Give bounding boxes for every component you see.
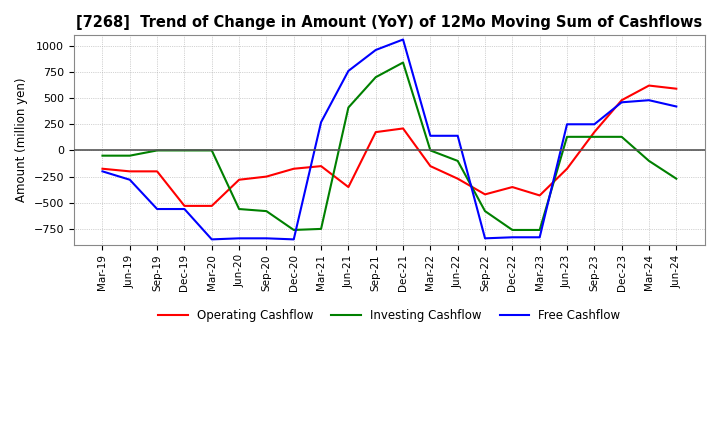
Free Cashflow: [180, 206, 189, 212]
Operating Cashflow: [125, 169, 134, 174]
Operating Cashflow: [207, 203, 216, 209]
Investing Cashflow: [399, 60, 408, 65]
Free Cashflow: [262, 236, 271, 241]
Operating Cashflow: [563, 166, 572, 172]
Operating Cashflow: [98, 166, 107, 172]
Investing Cashflow: [317, 226, 325, 231]
Investing Cashflow: [153, 148, 161, 153]
Legend: Operating Cashflow, Investing Cashflow, Free Cashflow: Operating Cashflow, Investing Cashflow, …: [153, 304, 625, 326]
Operating Cashflow: [617, 98, 626, 103]
Operating Cashflow: [235, 177, 243, 182]
Operating Cashflow: [454, 176, 462, 181]
Operating Cashflow: [644, 83, 653, 88]
Free Cashflow: [481, 236, 490, 241]
Free Cashflow: [617, 100, 626, 105]
Investing Cashflow: [125, 153, 134, 158]
Free Cashflow: [563, 121, 572, 127]
Investing Cashflow: [262, 209, 271, 214]
Investing Cashflow: [207, 148, 216, 153]
Investing Cashflow: [426, 148, 435, 153]
Free Cashflow: [672, 104, 680, 109]
Investing Cashflow: [481, 209, 490, 214]
Line: Investing Cashflow: Investing Cashflow: [102, 62, 676, 230]
Investing Cashflow: [180, 148, 189, 153]
Investing Cashflow: [644, 158, 653, 164]
Free Cashflow: [454, 133, 462, 139]
Y-axis label: Amount (million yen): Amount (million yen): [15, 78, 28, 202]
Investing Cashflow: [454, 158, 462, 164]
Operating Cashflow: [590, 129, 598, 135]
Line: Free Cashflow: Free Cashflow: [102, 40, 676, 239]
Operating Cashflow: [262, 174, 271, 179]
Free Cashflow: [426, 133, 435, 139]
Investing Cashflow: [617, 134, 626, 139]
Line: Operating Cashflow: Operating Cashflow: [102, 85, 676, 206]
Operating Cashflow: [153, 169, 161, 174]
Free Cashflow: [207, 237, 216, 242]
Investing Cashflow: [672, 176, 680, 181]
Title: [7268]  Trend of Change in Amount (YoY) of 12Mo Moving Sum of Cashflows: [7268] Trend of Change in Amount (YoY) o…: [76, 15, 703, 30]
Free Cashflow: [289, 237, 298, 242]
Investing Cashflow: [590, 134, 598, 139]
Free Cashflow: [644, 98, 653, 103]
Free Cashflow: [317, 120, 325, 125]
Free Cashflow: [372, 48, 380, 53]
Operating Cashflow: [180, 203, 189, 209]
Operating Cashflow: [481, 192, 490, 197]
Operating Cashflow: [508, 184, 517, 190]
Investing Cashflow: [563, 134, 572, 139]
Operating Cashflow: [672, 86, 680, 92]
Operating Cashflow: [372, 129, 380, 135]
Operating Cashflow: [426, 164, 435, 169]
Operating Cashflow: [344, 184, 353, 190]
Operating Cashflow: [399, 126, 408, 131]
Free Cashflow: [98, 169, 107, 174]
Investing Cashflow: [508, 227, 517, 233]
Free Cashflow: [153, 206, 161, 212]
Free Cashflow: [125, 177, 134, 182]
Free Cashflow: [536, 235, 544, 240]
Investing Cashflow: [372, 74, 380, 80]
Free Cashflow: [344, 68, 353, 73]
Investing Cashflow: [536, 227, 544, 233]
Free Cashflow: [590, 121, 598, 127]
Free Cashflow: [235, 236, 243, 241]
Free Cashflow: [508, 235, 517, 240]
Investing Cashflow: [289, 227, 298, 233]
Operating Cashflow: [317, 164, 325, 169]
Investing Cashflow: [344, 105, 353, 110]
Investing Cashflow: [235, 206, 243, 212]
Operating Cashflow: [536, 193, 544, 198]
Free Cashflow: [399, 37, 408, 42]
Investing Cashflow: [98, 153, 107, 158]
Operating Cashflow: [289, 166, 298, 172]
